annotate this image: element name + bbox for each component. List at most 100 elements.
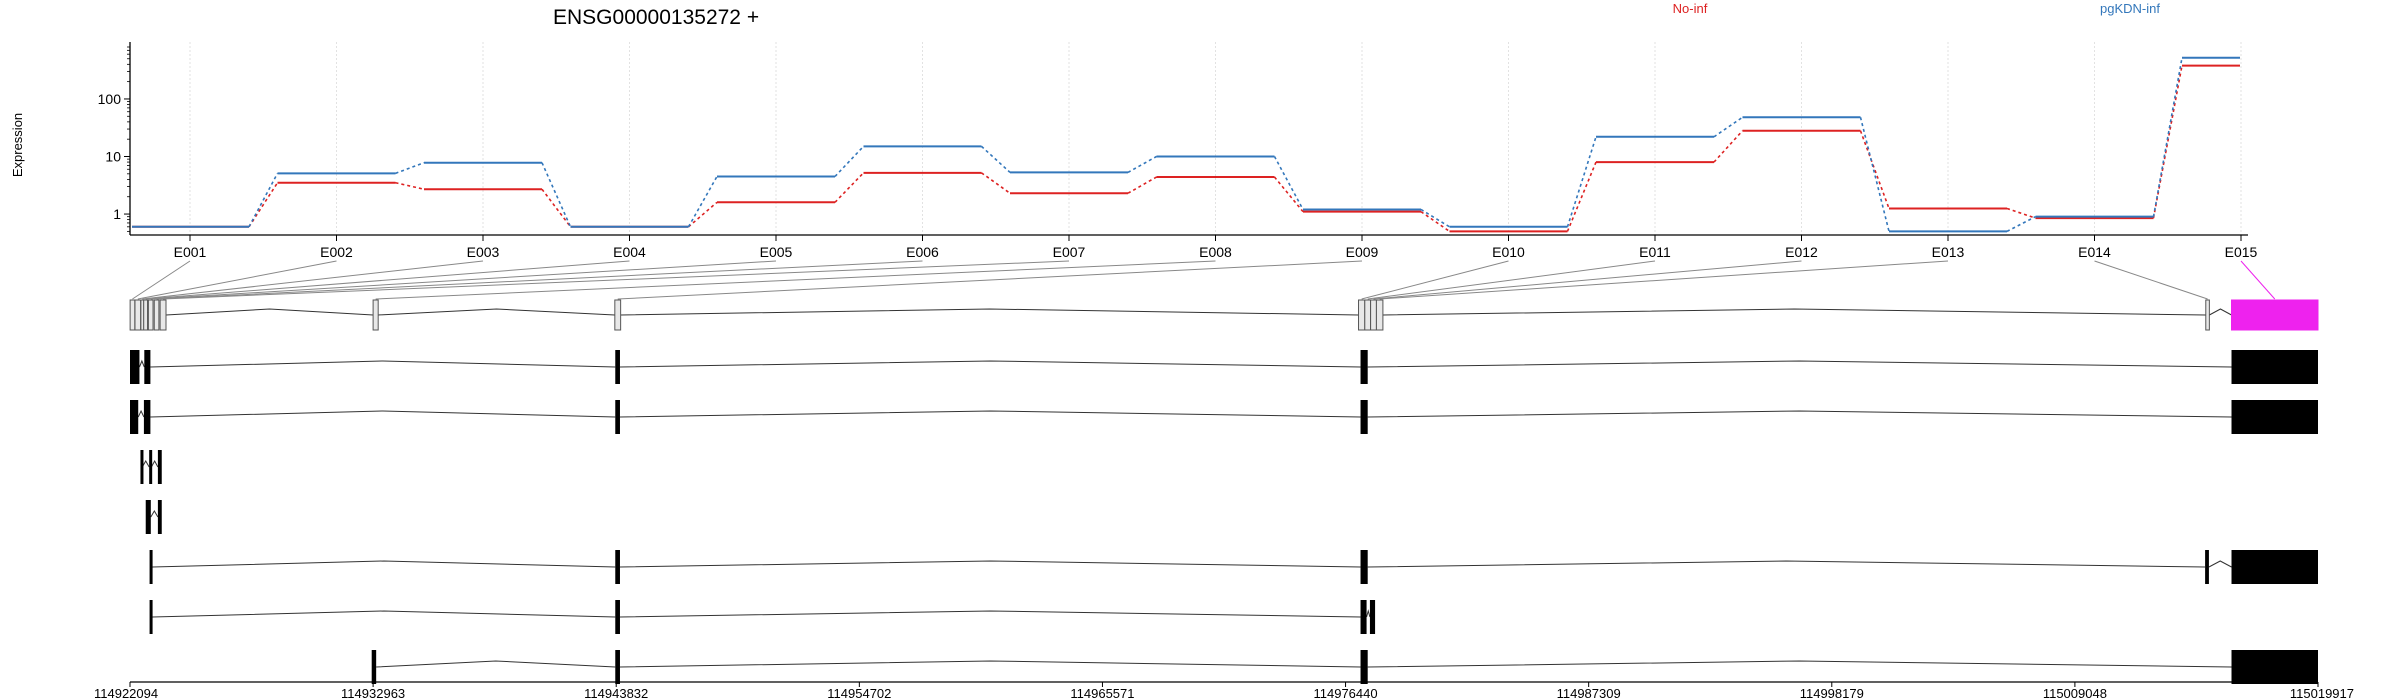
series-pgkdn-inf-connector-E002 (395, 161, 425, 175)
exon-bin-E009 (614, 299, 622, 331)
transcript-5-exon (2205, 550, 2209, 584)
series-pgkdn-inf-connector-E011 (1713, 116, 1743, 138)
transcript-2-intron (137, 409, 145, 418)
series-no-inf-connector-E002 (395, 181, 425, 191)
transcript-5-intron (619, 560, 1361, 568)
transcript-4-intron (150, 510, 159, 518)
connector-E014 (2094, 260, 2208, 300)
series-no-inf-connector-E008 (1273, 176, 1304, 213)
x-tick-label-E002: E002 (320, 244, 353, 260)
series-no-inf-connector-E013 (2006, 207, 2036, 219)
connector-E002 (137, 260, 337, 300)
transcript-1-intron (1367, 360, 2232, 368)
genomic-tick-label: 114965571 (1070, 686, 1134, 700)
transcript-7-exon (2231, 650, 2318, 684)
transcript-5-intron (152, 560, 616, 568)
x-tick-label-E015: E015 (2225, 244, 2258, 260)
transcript-3-exon (140, 450, 144, 484)
exon-bin-E011 (1364, 299, 1372, 331)
exon-bin-E012 (1370, 299, 1377, 331)
transcript-3-intron (150, 459, 159, 468)
y-tick-label-10: 10 (105, 149, 121, 165)
transcript-7-exon (615, 650, 620, 684)
series-no-inf-connector-E011 (1713, 130, 1744, 163)
series-pgkdn-inf-connector-E001 (248, 172, 279, 228)
transcript-2-intron (150, 410, 616, 418)
transcript-6-intron (1366, 609, 1371, 618)
transcript-1-exon (615, 350, 620, 384)
genomic-tick-label: 114932963 (341, 686, 405, 700)
connector-E005 (150, 260, 777, 300)
exon-bin-E008 (372, 299, 379, 331)
x-tick-label-E006: E006 (906, 244, 939, 260)
transcript-1-exon (2231, 350, 2318, 384)
genomic-tick-label: 115019917 (2290, 686, 2354, 700)
connector-E010 (1361, 260, 1509, 300)
connector-E011 (1367, 260, 1656, 300)
transcript-5-exon (615, 550, 620, 584)
y-tick-label-1: 1 (113, 206, 121, 222)
transcript-4-exon (145, 500, 151, 534)
transcript-7-exon (371, 650, 377, 684)
x-tick-label-E005: E005 (760, 244, 793, 260)
genomic-tick-label: 114976440 (1313, 686, 1377, 700)
x-tick-label-E003: E003 (467, 244, 500, 260)
transcript-5-exon (2231, 550, 2318, 584)
transcript-1-exon (130, 350, 140, 384)
series-no-inf-connector-E014 (2152, 65, 2183, 219)
exon-bin-E015 (2231, 299, 2319, 331)
exon-bin-E001 (129, 299, 136, 331)
legend-no-inf: No-inf (1673, 1, 1708, 16)
connector-E006 (156, 260, 923, 300)
genomic-tick-label: 114943832 (584, 686, 648, 700)
transcript-1-intron (619, 360, 1361, 368)
connector-E013 (1379, 260, 1949, 300)
y-tick-label-100: 100 (98, 91, 122, 107)
connector-E001 (132, 260, 191, 300)
transcript-5-exon (149, 550, 153, 584)
series-pgkdn-inf-connector-E010 (1566, 136, 1597, 228)
x-tick-label-E012: E012 (1785, 244, 1818, 260)
series-pgkdn-inf-connector-E009 (1420, 208, 1450, 228)
bin-intron-E008 (378, 308, 615, 316)
exon-bin-E010 (1358, 299, 1366, 331)
legend-pgkdn-inf: pgKDN-inf (2100, 1, 2160, 16)
transcript-2-intron (619, 410, 1361, 418)
x-tick-label-E013: E013 (1932, 244, 1965, 260)
transcript-6-exon (1369, 600, 1376, 634)
transcript-7-intron (1367, 660, 2232, 668)
exon-bin-E014 (2205, 299, 2210, 331)
bin-intron-E014 (2209, 308, 2232, 316)
genomic-tick-label: 115009048 (2043, 686, 2107, 700)
x-tick-label-E014: E014 (2078, 244, 2111, 260)
transcript-3-exon (157, 450, 162, 484)
y-axis-label: Expression (10, 113, 25, 177)
series-no-inf-connector-E010 (1566, 161, 1597, 232)
series-no-inf-connector-E012 (1859, 130, 1890, 209)
series-pgkdn-inf-connector-E006 (980, 145, 1011, 173)
transcript-5-intron (2208, 560, 2232, 568)
transcript-2-exon (143, 400, 151, 434)
connector-E004 (145, 260, 630, 300)
exon-bin-E007 (159, 299, 167, 331)
x-tick-label-E009: E009 (1346, 244, 1379, 260)
series-no-inf-connector-E005 (834, 172, 865, 203)
exon-bin-E013 (1375, 299, 1384, 331)
connector-E007 (163, 260, 1070, 300)
transcript-6-exon (615, 600, 620, 634)
series-pgkdn-inf-connector-E005 (834, 145, 865, 178)
transcript-7-intron (376, 660, 616, 668)
transcript-5-exon (1360, 550, 1368, 584)
exon-bin-E004 (143, 299, 149, 331)
x-tick-label-E004: E004 (613, 244, 646, 260)
transcript-2-exon (130, 400, 139, 434)
transcript-1-exon (144, 350, 151, 384)
bin-intron-E009 (620, 308, 1359, 316)
transcript-3-exon (149, 450, 153, 484)
x-tick-label-E010: E010 (1492, 244, 1525, 260)
plot-area: 1 10 100 E001 E002 E003 E004 E005 E006 E007 E008 E0… (98, 42, 2258, 260)
series-pgkdn-inf-connector-E014 (2152, 57, 2183, 217)
bin-intron-E013 (1382, 308, 2206, 316)
x-tick-label-E011: E011 (1639, 244, 1671, 260)
